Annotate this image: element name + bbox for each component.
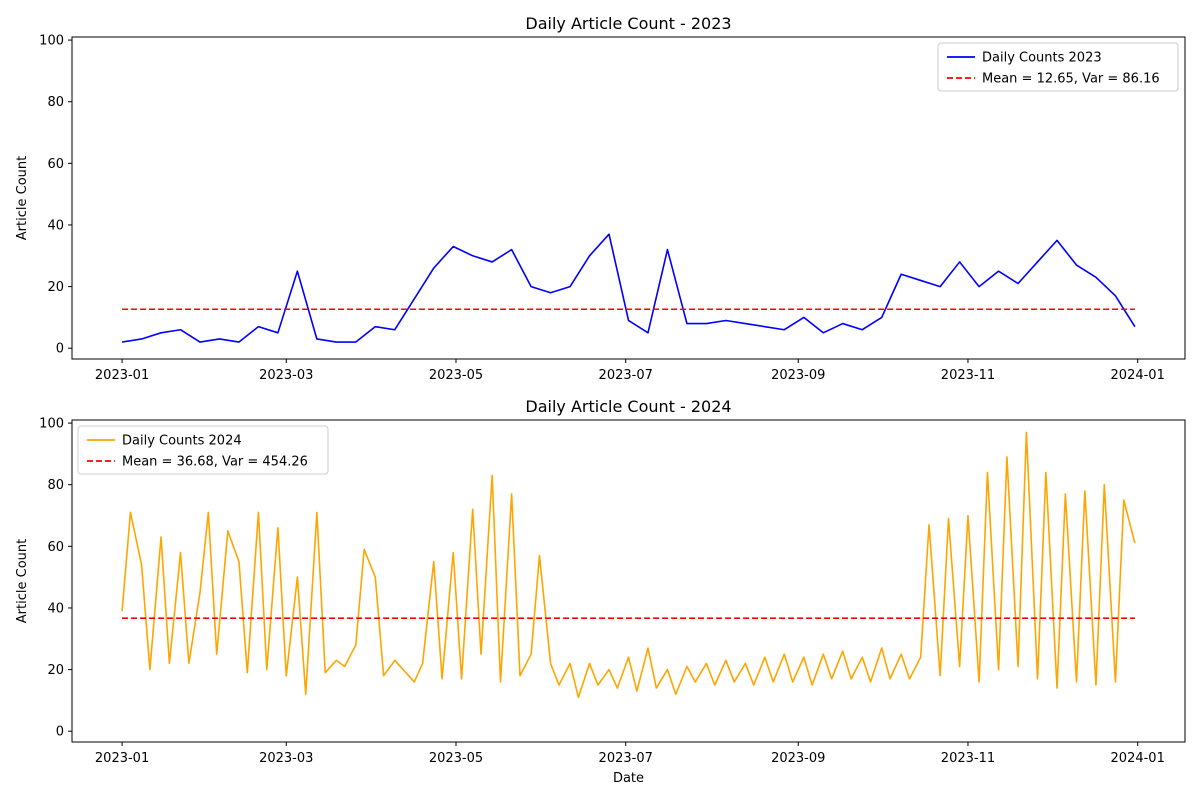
x-tick-label: 2023-07 <box>599 751 653 766</box>
x-axis-label: Date <box>613 771 644 786</box>
y-tick-label: 80 <box>47 478 64 493</box>
x-tick-label: 2024-01 <box>1111 751 1165 766</box>
legend: Daily Counts 2024 Mean = 36.68, Var = 454… <box>77 425 329 475</box>
axes-frame <box>71 419 1186 743</box>
y-tick-label: 100 <box>39 417 64 432</box>
x-tick-label: 2023-09 <box>771 368 825 383</box>
legend-label: Mean = 36.68, Var = 454.26 <box>122 455 308 470</box>
y-tick-label: 60 <box>47 540 64 555</box>
y-tick-label: 100 <box>39 34 64 49</box>
x-tick-label: 2023-01 <box>95 751 149 766</box>
chart-panel-1: 0 20 40 60 80 100 2023-01 2023-03 2023-05 2023-07… <box>15 14 1186 383</box>
y-tick-label: 40 <box>47 218 64 233</box>
legend-box <box>937 42 1179 92</box>
x-tick-label: 2023-11 <box>941 368 995 383</box>
legend-label: Mean = 12.65, Var = 86.16 <box>982 72 1160 87</box>
y-axis-label: Article Count <box>15 539 30 623</box>
y-tick-label: 40 <box>47 601 64 616</box>
chart-panel-2: 0 20 40 60 80 100 2023-01 2023-03 2023-05 2023-07… <box>15 397 1186 786</box>
y-tick-label: 80 <box>47 95 64 110</box>
x-tick-label: 2023-11 <box>941 751 995 766</box>
x-tick-label: 2023-03 <box>259 368 313 383</box>
y-tick-label: 0 <box>56 342 64 357</box>
series-line <box>121 431 1136 699</box>
legend-box <box>77 425 329 475</box>
x-tick-label: 2023-05 <box>429 751 483 766</box>
x-tick-label: 2023-03 <box>259 751 313 766</box>
x-tick-label: 2023-05 <box>429 368 483 383</box>
y-tick-label: 60 <box>47 157 64 172</box>
legend-label: Daily Counts 2024 <box>122 434 242 449</box>
legend: Daily Counts 2023 Mean = 12.65, Var = 86.… <box>937 42 1179 92</box>
chart-title: Daily Article Count - 2023 <box>525 14 731 33</box>
x-tick-label: 2024-01 <box>1111 368 1165 383</box>
y-tick-label: 20 <box>47 280 64 295</box>
series-line <box>121 233 1136 343</box>
y-axis-label: Article Count <box>15 156 30 240</box>
axes-frame <box>71 36 1186 360</box>
x-tick-label: 2023-09 <box>771 751 825 766</box>
y-tick-label: 0 <box>56 725 64 740</box>
x-tick-label: 2023-07 <box>599 368 653 383</box>
legend-label: Daily Counts 2023 <box>982 51 1102 66</box>
chart-title: Daily Article Count - 2024 <box>525 397 731 416</box>
y-tick-label: 20 <box>47 663 64 678</box>
x-tick-label: 2023-01 <box>95 368 149 383</box>
